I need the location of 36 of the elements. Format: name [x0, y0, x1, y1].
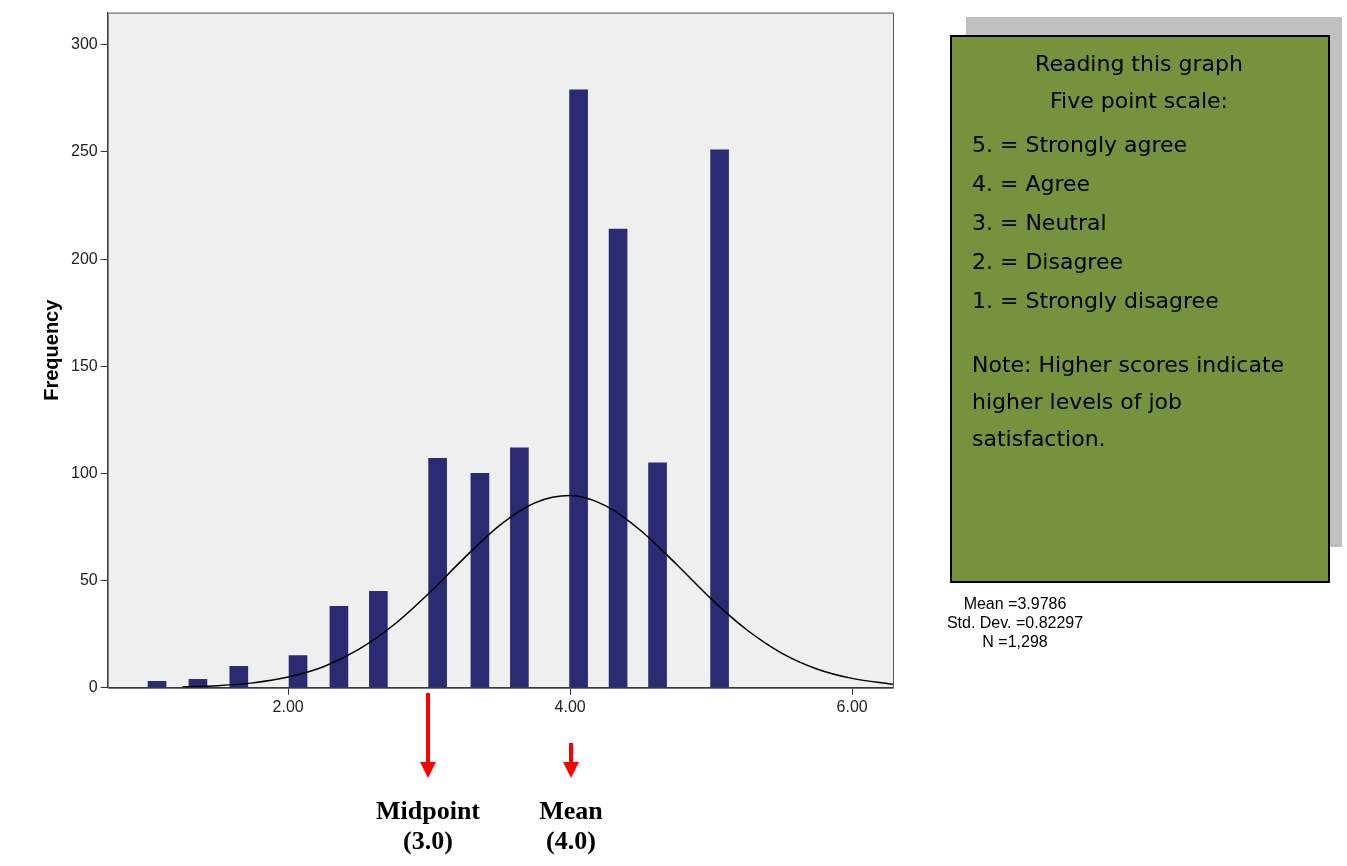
y-tick-label: 150 — [70, 356, 98, 374]
text: 3. = Neutral — [972, 209, 1108, 237]
bar — [710, 149, 729, 688]
y-tick-label: 0 — [88, 678, 98, 696]
text: 1. = Strongly disagree — [972, 287, 1220, 315]
line-series — [181, 494, 893, 688]
text: Reading this graph — [1034, 51, 1244, 76]
text: Midpoint (3.0) — [375, 796, 481, 856]
bar — [510, 447, 529, 688]
bar — [229, 666, 249, 688]
bar — [648, 462, 667, 688]
text: 5. = Strongly agree — [972, 131, 1189, 159]
bar — [428, 458, 447, 688]
text: N =1,298 — [981, 632, 1049, 651]
bar — [608, 228, 628, 688]
y-tick-label: 300 — [70, 35, 98, 53]
y-tick-label: 200 — [70, 249, 98, 267]
bar — [470, 473, 490, 688]
x-tick-label: 2.00 — [272, 697, 304, 715]
text: Mean (4.0) — [538, 796, 604, 856]
y-tick-label: 250 — [70, 142, 98, 160]
x-tick-label: 4.00 — [554, 697, 586, 715]
text: Five point scale: — [1049, 88, 1229, 113]
bar — [288, 655, 308, 688]
text: Note: Higher scores indicate higher levels of job satisfaction. — [972, 351, 1286, 453]
y-tick-label: 50 — [79, 571, 98, 589]
y-axis-title: Frequency — [39, 298, 62, 401]
y-tick-label: 100 — [70, 463, 98, 481]
text: Mean =3.9786 — [962, 594, 1068, 613]
bar — [329, 606, 349, 688]
text: Std. Dev. =0.82297 — [945, 613, 1085, 632]
bar — [369, 591, 388, 688]
bar — [569, 89, 588, 688]
text: 4. = Agree — [972, 170, 1092, 198]
text: 2. = Disagree — [972, 248, 1124, 276]
x-tick-label: 6.00 — [836, 697, 868, 715]
